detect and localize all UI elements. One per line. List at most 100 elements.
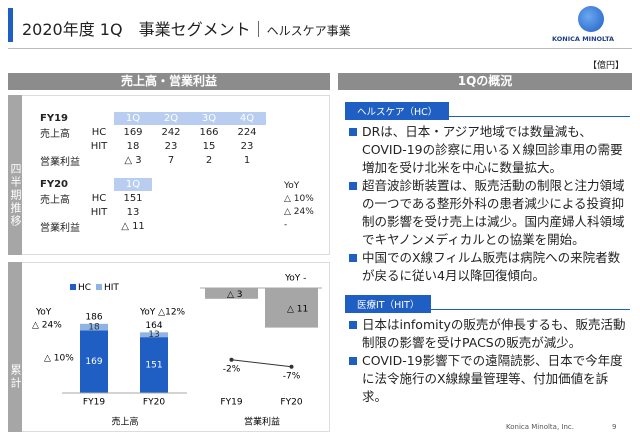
column-header: 4Q	[228, 112, 266, 125]
yoy-annotation: YoY -	[284, 274, 306, 284]
row: 売上高 HC 151	[36, 191, 152, 206]
cell: 169	[123, 127, 143, 138]
bar-segment	[80, 330, 108, 393]
bar	[205, 288, 258, 299]
table: FY19 1Q 2Q 3Q 4Q 売上高 HC 169 242 166 224 HIT 18 23 15 23…	[36, 112, 266, 168]
title-row: 2020年度 1Q 事業セグメント｜ヘルスケア事業	[22, 16, 351, 40]
footer-company: Konica Minolta, Inc.	[506, 423, 574, 431]
bullets: 日本はinfomityの販売が伸長するも、販売活動制限の影響を受けPACSの販売…	[348, 316, 628, 406]
spacer	[84, 178, 114, 191]
bullet: COVID-19影響下での遠隔読影、日本で今年度に法令施行のX線線量管理等、付加…	[348, 352, 628, 406]
right-panel: ヘルスケア（HC） DRは、日本・アジア地域では数量減も、COVID-19の診察に…	[338, 96, 632, 430]
column-header: 1Q	[114, 112, 152, 125]
header-row: FY19 1Q 2Q 3Q 4Q	[36, 112, 266, 125]
spacer	[84, 112, 114, 125]
fy19-table: FY19 1Q 2Q 3Q 4Q 売上高 HC 169 242 166 224 HIT 18 23 15 23…	[36, 112, 266, 168]
section-heading: ヘルスケア（HC）	[345, 102, 450, 120]
section-heading-row: ヘルスケア（HC）	[345, 100, 630, 120]
column-header: 3Q	[190, 112, 228, 125]
page-number: 9	[612, 423, 617, 431]
row: 営業利益 △ 11	[36, 219, 152, 234]
bar-label: 18	[88, 323, 100, 333]
bar	[265, 288, 318, 328]
legend-swatch	[70, 284, 76, 290]
bullet: 日本はinfomityの販売が伸長するも、販売活動制限の影響を受けPACSの販売…	[348, 316, 628, 352]
row-group: 営業利益	[40, 223, 80, 234]
year: FY19	[40, 113, 68, 124]
bar-segment	[140, 332, 168, 338]
row-group	[36, 206, 84, 219]
row-group: 売上高	[40, 129, 70, 140]
cell: 23	[164, 141, 178, 152]
column-header: 2Q	[152, 112, 190, 125]
yoy-annotation: △ 24%	[32, 321, 62, 331]
row-group: 営業利益	[40, 157, 80, 168]
section: 医療IT（HIT） 日本はinfomityの販売が伸長するも、販売活動制限の影響を…	[338, 293, 632, 406]
cell: 7	[167, 155, 175, 166]
x-label: FY20	[143, 398, 165, 408]
bar-label: △ 3	[227, 290, 243, 300]
x-label: FY19	[220, 398, 242, 408]
header-row: FY20 1Q	[36, 178, 152, 191]
cell: 23	[240, 141, 254, 152]
cell: 166	[199, 127, 219, 138]
legend-label: HIT	[104, 283, 119, 293]
yoy-value: △ 10%	[284, 194, 314, 204]
separator: ｜	[250, 20, 267, 39]
bullet: 中国でのX線フィルム販売は病院への来院者数が戻るに従い4月以降回復傾向。	[348, 249, 628, 285]
total-label: 186	[85, 312, 102, 322]
row-group	[36, 140, 84, 153]
axis-label: 売上高	[111, 416, 138, 428]
total-label: 164	[145, 321, 162, 331]
row-label: HC	[91, 127, 107, 138]
row: 営業利益 △ 3 7 2 1	[36, 153, 266, 168]
subtitle: ヘルスケア事業	[266, 24, 351, 38]
yoy-value: -	[284, 220, 288, 230]
cell: 224	[237, 127, 257, 138]
cell: 1	[243, 155, 251, 166]
section-heading-row: 医療IT（HIT）	[345, 293, 630, 313]
cell: 18	[126, 141, 140, 152]
legend-swatch	[96, 284, 102, 290]
cell: 242	[161, 127, 181, 138]
yoy-annotation: YoY △12%	[139, 308, 186, 318]
bar-segment	[140, 337, 168, 393]
row-label	[84, 153, 114, 168]
section: ヘルスケア（HC） DRは、日本・アジア地域では数量減も、COVID-19の診察に…	[338, 100, 632, 285]
bullet: 超音波診断装置は、販売活動の制限と注力領域の一つである整形外科の患者減少による投…	[348, 177, 628, 249]
bullet: DRは、日本・アジア地域では数量減も、COVID-19の診察に用いるＸ線回診車用…	[348, 123, 628, 177]
yoy-annotation: YoY	[35, 308, 52, 318]
column-header: 1Q	[114, 178, 152, 191]
axis-label: 営業利益	[244, 416, 280, 428]
row: 売上高 HC 169 242 166 224	[36, 125, 266, 140]
bar-label: 151	[145, 361, 162, 371]
accent-bar	[8, 8, 13, 42]
yoy-column: YoY △ 10% △ 24% -	[284, 180, 314, 232]
margin-point	[229, 357, 234, 362]
row-label: HIT	[90, 207, 108, 218]
bullets: DRは、日本・アジア地域では数量減も、COVID-19の診察に用いるＸ線回診車用…	[348, 123, 628, 285]
year: FY20	[40, 179, 68, 190]
x-label: FY20	[280, 398, 302, 408]
margin-point	[289, 364, 294, 369]
logo-mark	[578, 6, 604, 32]
logo-text: KONICA MINOLTA	[552, 35, 615, 43]
row-label: HC	[91, 193, 107, 204]
header-rule	[8, 48, 632, 49]
margin-line	[231, 359, 292, 368]
row: HIT 13	[36, 206, 152, 219]
bar-label: 169	[85, 357, 102, 367]
legend-label: HC	[78, 283, 91, 293]
left-panel-title: 売上高・営業利益	[8, 73, 330, 90]
quarterly-label: 四半期推移	[8, 95, 22, 255]
row-group: 売上高	[40, 195, 70, 206]
yoy-value: △ 24%	[284, 207, 314, 217]
row: HIT 18 23 15 23	[36, 140, 266, 153]
margin-label: -7%	[283, 371, 301, 381]
table: FY20 1Q 売上高 HC 151 HIT 13 営業利益 △ 11	[36, 178, 152, 234]
row-label	[84, 219, 114, 234]
cell: 151	[123, 193, 143, 204]
yoy-annotation: △ 10%	[44, 354, 74, 364]
